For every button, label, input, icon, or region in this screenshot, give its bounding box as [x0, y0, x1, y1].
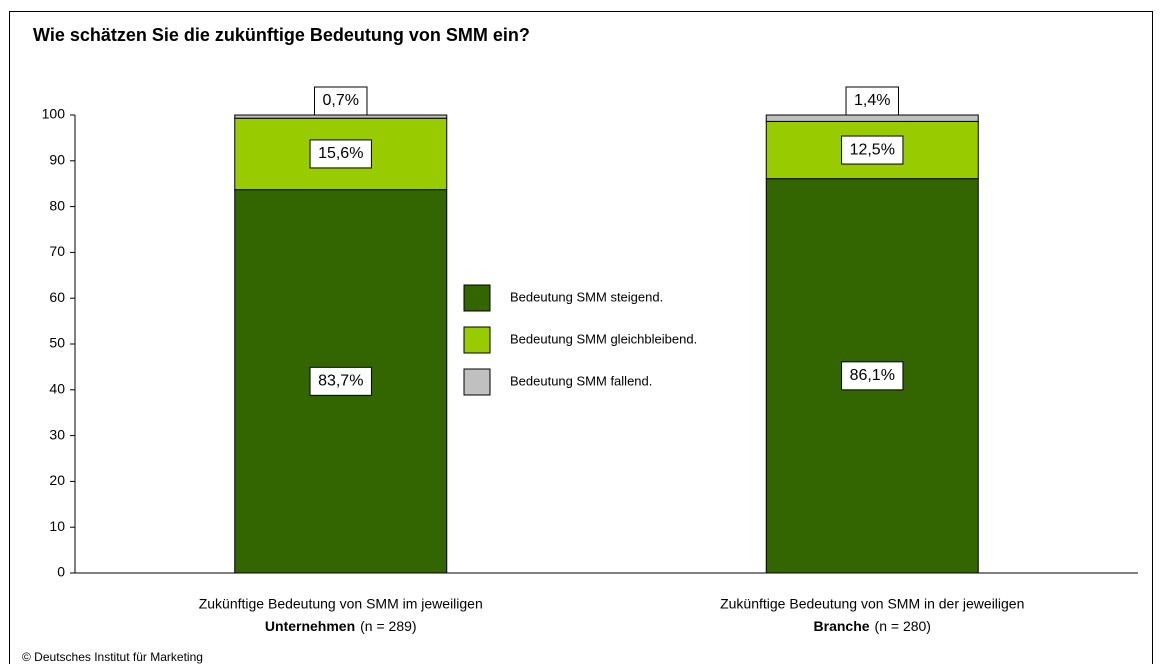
footer: © Deutsches Institut für Marketing: [22, 650, 203, 664]
x-tick-label: Branche (n = 280): [814, 618, 931, 634]
y-tick-label: 90: [49, 152, 65, 168]
value-label: 1,4%: [854, 92, 890, 109]
y-tick-label: 60: [49, 289, 65, 305]
y-tick-label: 10: [49, 518, 65, 534]
x-tick-label: Zukünftige Bedeutung von SMM im jeweilig…: [199, 596, 483, 612]
y-tick-label: 30: [49, 426, 65, 442]
value-label-box: [309, 139, 372, 169]
y-tick-label: 0: [57, 564, 65, 580]
bar-segment: [765, 114, 979, 122]
x-tick-label: Unternehmen (n = 289): [265, 618, 417, 634]
legend-swatch: [463, 284, 491, 312]
y-tick-label: 80: [49, 197, 65, 213]
value-label: 86,1%: [850, 367, 895, 384]
value-label-box: [845, 86, 899, 116]
y-tick-label: 40: [49, 381, 65, 397]
y-tick-label: 20: [49, 472, 65, 488]
legend-label: Bedeutung SMM gleichbleibend.: [510, 331, 697, 346]
y-tick-label: 50: [49, 335, 65, 351]
value-label-box: [841, 135, 904, 165]
x-tick-label-n: (n = 289): [360, 618, 416, 634]
value-label: 12,5%: [850, 141, 895, 158]
legend-label: Bedeutung SMM steigend.: [510, 289, 663, 304]
x-tick-label: Zukünftige Bedeutung von SMM in der jewe…: [720, 596, 1024, 612]
legend-swatch: [463, 326, 491, 354]
y-tick-label: 100: [42, 106, 66, 122]
value-label-box: [309, 366, 372, 396]
x-tick-label-bold: Branche: [814, 618, 870, 634]
x-tick-label-n: (n = 280): [875, 618, 931, 634]
legend-label: Bedeutung SMM fallend.: [510, 373, 652, 388]
legend-swatch: [463, 368, 491, 396]
value-label-box: [314, 86, 368, 116]
value-label-box: [841, 361, 904, 391]
value-label: 0,7%: [323, 92, 359, 109]
chart-title: Wie schätzen Sie die zukünftige Bedeutun…: [33, 25, 530, 45]
value-label: 15,6%: [318, 145, 363, 162]
y-tick-label: 70: [49, 243, 65, 259]
x-tick-label-bold: Unternehmen: [265, 618, 355, 634]
value-label: 83,7%: [318, 373, 363, 390]
